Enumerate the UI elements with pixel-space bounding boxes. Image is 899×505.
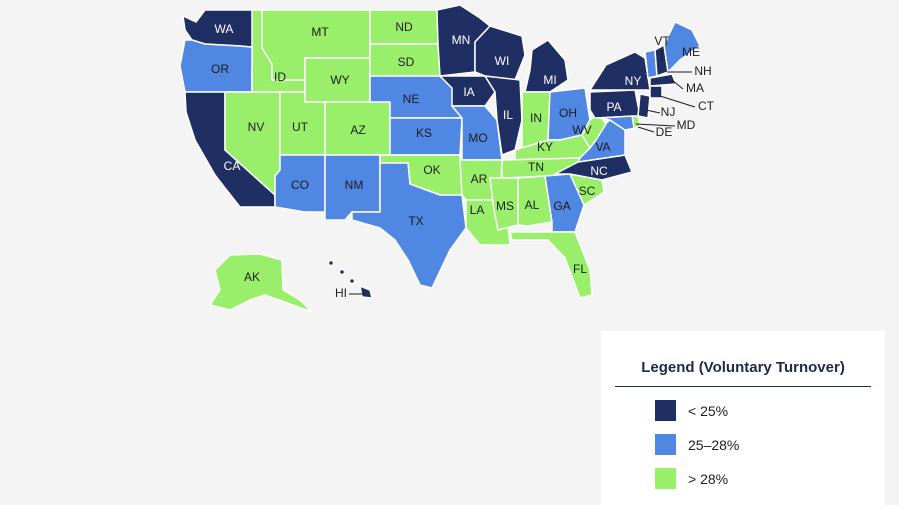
leader-CT: [659, 95, 696, 108]
label-CT: CT: [698, 99, 715, 113]
label-SC: SC: [579, 184, 596, 198]
label-HI: HI: [335, 286, 347, 300]
label-WY: WY: [330, 73, 349, 87]
leader-MD: [635, 123, 676, 127]
label-WV: WV: [572, 123, 591, 137]
state-MI: [524, 39, 569, 93]
legend-panel: Legend (Voluntary Turnover) < 25% 25–28%…: [601, 331, 885, 505]
state-NJ: [637, 93, 651, 119]
legend-swatch-low: [655, 400, 676, 421]
label-MO: MO: [468, 131, 487, 145]
label-MI: MI: [543, 73, 556, 87]
leader-MA: [671, 79, 684, 90]
legend-label-high: > 28%: [688, 470, 729, 487]
label-MN: MN: [452, 33, 471, 47]
label-AZ: CO: [291, 178, 309, 192]
state-AK: [209, 253, 313, 313]
label-DE: DE: [656, 125, 673, 139]
legend-swatch-high: [655, 468, 676, 489]
label-KS: KS: [416, 126, 432, 140]
label-MA: MA: [686, 81, 704, 95]
label-MT: MT: [311, 25, 329, 39]
label-ID: ID: [274, 70, 286, 84]
state-HI-1: [327, 259, 335, 267]
state-HI-2: [338, 268, 346, 276]
state-MD: [599, 115, 637, 131]
label-NM: NM: [345, 178, 364, 192]
label-TX: TX: [408, 214, 423, 228]
label-NC: NC: [590, 164, 608, 178]
state-TX: [351, 162, 467, 289]
label-NV: NV: [248, 120, 265, 134]
label-IL: IL: [503, 108, 513, 122]
label-PA: PA: [606, 100, 621, 114]
label-OK: OK: [423, 163, 440, 177]
state-MA: [649, 73, 677, 87]
label-VA: VA: [595, 140, 610, 154]
state-WV: [581, 113, 607, 149]
label-AK: AK: [244, 270, 260, 284]
state-DE: [631, 115, 641, 129]
label-SD: SD: [398, 55, 415, 69]
leader-NJ: [645, 109, 661, 114]
label-UT: UT: [292, 120, 309, 134]
legend-item-low: < 25%: [655, 400, 871, 421]
label-CO: AZ: [350, 123, 365, 137]
label-MD: MD: [677, 118, 696, 132]
state-IL: [484, 75, 523, 156]
label-VT: VT: [654, 34, 670, 48]
label-CA: CA: [224, 159, 241, 173]
state-AL: [517, 175, 553, 227]
state-FL: [509, 231, 593, 299]
state-MS: [489, 177, 519, 231]
label-NE: NE: [403, 92, 420, 106]
label-ND: ND: [395, 20, 413, 34]
state-CT: [649, 85, 663, 99]
leader-DE: [637, 126, 655, 133]
label-GA: GA: [553, 199, 570, 213]
legend-item-high: > 28%: [655, 468, 871, 489]
legend-item-mid: 25–28%: [655, 434, 871, 455]
label-OH: OH: [559, 106, 577, 120]
state-WI: [474, 25, 526, 81]
label-LA: LA: [470, 203, 485, 217]
state-HI-3: [348, 277, 356, 285]
label-FL: FL: [573, 262, 587, 276]
legend-label-low: < 25%: [688, 402, 729, 419]
label-OR: OR: [211, 62, 229, 76]
label-TN: TN: [528, 160, 544, 174]
label-AL: AL: [525, 198, 540, 212]
label-IA: IA: [463, 85, 474, 99]
label-MS: MS: [496, 199, 514, 213]
legend-label-mid: 25–28%: [688, 436, 740, 453]
label-AR: AR: [471, 172, 488, 186]
label-NY: NY: [625, 74, 642, 88]
legend-swatch-mid: [655, 434, 676, 455]
label-WA: WA: [215, 22, 234, 36]
label-NH: NH: [694, 64, 711, 78]
label-WI: WI: [495, 54, 510, 68]
label-IN: IN: [530, 111, 542, 125]
state-HI: [359, 285, 373, 299]
label-NJ: NJ: [661, 105, 676, 119]
label-KY: KY: [537, 140, 553, 154]
legend-title: Legend (Voluntary Turnover): [615, 359, 871, 387]
label-ME: ME: [682, 45, 700, 59]
